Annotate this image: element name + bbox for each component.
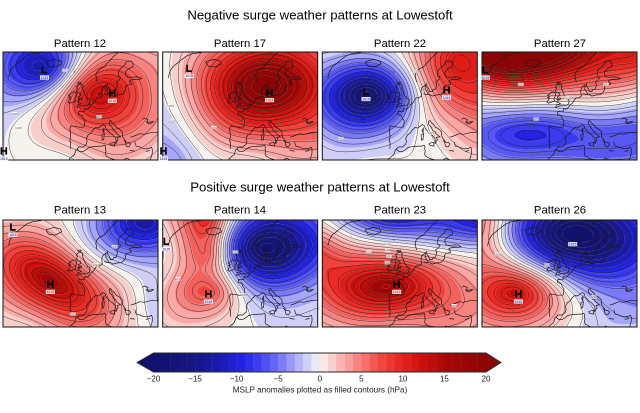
- svg-text:1015: 1015: [41, 76, 49, 80]
- svg-text:1015: 1015: [266, 99, 274, 103]
- svg-text:1015: 1015: [365, 250, 372, 254]
- svg-text:1015: 1015: [393, 290, 401, 294]
- svg-text:1015: 1015: [533, 117, 540, 121]
- svg-text:1015: 1015: [167, 104, 174, 108]
- svg-text:1015: 1015: [0, 157, 8, 161]
- svg-text:10: 10: [398, 375, 407, 384]
- svg-text:5: 5: [359, 375, 364, 384]
- svg-text:Pattern 22: Pattern 22: [374, 38, 426, 50]
- svg-text:1015: 1015: [111, 245, 118, 249]
- svg-text:1015: 1015: [338, 137, 345, 141]
- svg-text:0: 0: [318, 375, 323, 384]
- svg-text:MSLP anomalies plotted as fill: MSLP anomalies plotted as filled contour…: [233, 386, 408, 395]
- svg-text:1015: 1015: [163, 247, 171, 251]
- svg-text:15: 15: [440, 375, 449, 384]
- svg-text:1015: 1015: [544, 263, 551, 267]
- svg-text:1015: 1015: [205, 300, 213, 304]
- svg-text:Pattern 26: Pattern 26: [534, 205, 586, 217]
- svg-text:1015: 1015: [232, 250, 239, 254]
- svg-text:1015: 1015: [62, 69, 69, 73]
- svg-text:1015: 1015: [9, 233, 17, 237]
- svg-text:1015: 1015: [517, 83, 524, 87]
- svg-text:1015: 1015: [160, 157, 168, 161]
- svg-text:1015: 1015: [169, 119, 176, 123]
- svg-text:Negative surge weather pattern: Negative surge weather patterns at Lowes…: [187, 8, 453, 23]
- svg-text:1015: 1015: [451, 304, 458, 308]
- svg-text:−5: −5: [274, 375, 284, 384]
- svg-text:1015: 1015: [384, 242, 391, 246]
- svg-text:1015: 1015: [603, 83, 610, 87]
- svg-text:1015: 1015: [384, 248, 391, 252]
- svg-text:1015: 1015: [362, 97, 370, 101]
- svg-text:1015: 1015: [175, 277, 182, 281]
- svg-text:1015: 1015: [109, 99, 117, 103]
- svg-text:1015: 1015: [386, 255, 393, 259]
- svg-text:Positive surge weather pattern: Positive surge weather patterns at Lowes…: [190, 179, 450, 194]
- svg-text:1015: 1015: [427, 131, 434, 135]
- svg-text:1015: 1015: [15, 126, 22, 130]
- svg-text:Pattern 12: Pattern 12: [54, 38, 106, 50]
- svg-text:−15: −15: [188, 375, 202, 384]
- svg-text:1015: 1015: [569, 243, 577, 247]
- svg-text:1015: 1015: [211, 126, 218, 130]
- svg-text:Pattern 14: Pattern 14: [214, 205, 266, 217]
- svg-text:Pattern 23: Pattern 23: [374, 205, 426, 217]
- svg-text:1015: 1015: [384, 261, 391, 265]
- svg-text:1015: 1015: [564, 96, 571, 100]
- svg-text:−20: −20: [147, 375, 161, 384]
- svg-text:1015: 1015: [482, 76, 490, 80]
- svg-text:1015: 1015: [69, 312, 76, 316]
- svg-text:1015: 1015: [515, 300, 523, 304]
- svg-text:Pattern 27: Pattern 27: [534, 38, 586, 50]
- svg-text:1015: 1015: [494, 252, 501, 256]
- svg-text:20: 20: [482, 375, 491, 384]
- svg-text:1015: 1015: [11, 112, 18, 116]
- svg-text:Pattern 17: Pattern 17: [214, 38, 266, 50]
- svg-text:1015: 1015: [412, 70, 419, 74]
- svg-text:1015: 1015: [47, 290, 55, 294]
- svg-text:1015: 1015: [590, 295, 597, 299]
- svg-text:1015: 1015: [240, 293, 247, 297]
- svg-text:1015: 1015: [93, 263, 100, 267]
- svg-text:1015: 1015: [96, 115, 103, 119]
- svg-text:−10: −10: [230, 375, 244, 384]
- svg-text:1015: 1015: [443, 96, 451, 100]
- svg-text:Pattern 13: Pattern 13: [54, 205, 106, 217]
- svg-text:1015: 1015: [185, 74, 193, 78]
